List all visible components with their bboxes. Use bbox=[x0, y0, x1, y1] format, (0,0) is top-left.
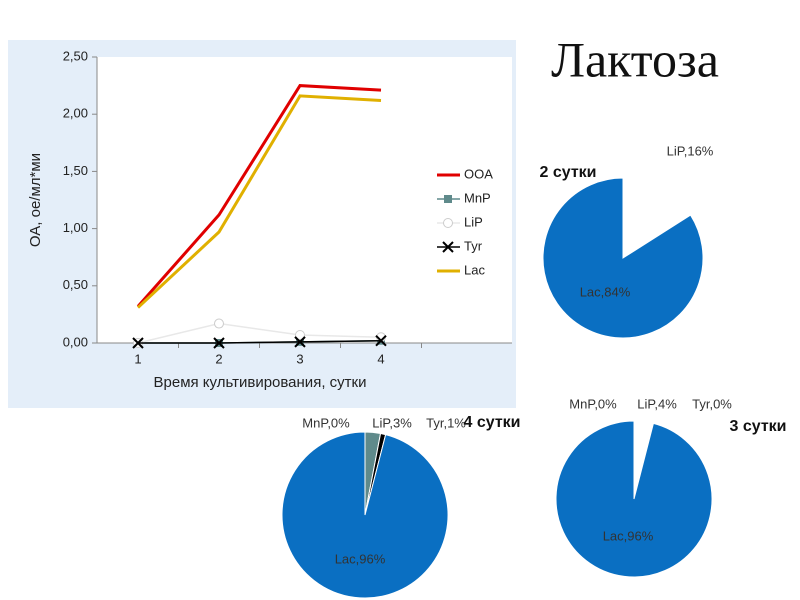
pie-slice bbox=[622, 177, 692, 259]
plot-area bbox=[97, 57, 512, 343]
y-tick-label: 1,00 bbox=[63, 220, 88, 235]
x-tick-label: 1 bbox=[134, 351, 141, 366]
slice-label: LiP,4% bbox=[637, 396, 677, 411]
marker bbox=[214, 318, 224, 329]
slice-label: Tyr,0% bbox=[692, 396, 732, 411]
legend-label: LiP bbox=[464, 214, 483, 229]
marker bbox=[132, 337, 144, 349]
marker bbox=[444, 195, 452, 203]
legend-label: Lac bbox=[464, 262, 485, 277]
pie-slice bbox=[542, 177, 704, 339]
pie-title: 4 сутки bbox=[463, 414, 520, 431]
y-tick-label: 0,00 bbox=[63, 334, 88, 349]
legend-label: OOA bbox=[464, 166, 493, 181]
y-tick-label: 1,50 bbox=[63, 163, 88, 178]
slice-label: Lac,84% bbox=[580, 284, 631, 299]
legend-label: MnP bbox=[464, 190, 491, 205]
pie-slice bbox=[281, 431, 449, 599]
series-line bbox=[136, 94, 382, 309]
marker bbox=[443, 218, 453, 228]
series-line bbox=[136, 84, 382, 308]
slice-label: Lac,96% bbox=[335, 551, 386, 566]
marker bbox=[375, 335, 387, 347]
slide-title: Лактоза bbox=[551, 31, 719, 87]
marker bbox=[294, 336, 306, 348]
y-tick-label: 2,50 bbox=[63, 48, 88, 63]
slice-label: LiP,16% bbox=[667, 143, 714, 158]
x-tick-label: 3 bbox=[296, 351, 303, 366]
slice-label: MnP,0% bbox=[569, 396, 617, 411]
y-tick-label: 0,50 bbox=[63, 277, 88, 292]
x-tick-label: 4 bbox=[377, 351, 384, 366]
slice-label: LiP,3% bbox=[372, 415, 412, 430]
x-tick-label: 2 bbox=[215, 351, 222, 366]
pie-slice bbox=[555, 420, 713, 578]
slice-label: Lac,96% bbox=[603, 528, 654, 543]
series-line bbox=[138, 339, 382, 344]
x-axis-label: Время культивирования, сутки bbox=[154, 374, 367, 391]
pie-title: 3 сутки bbox=[729, 418, 786, 435]
series-line bbox=[137, 322, 382, 344]
y-axis-label: ОА, ое/мл*ми bbox=[27, 153, 44, 247]
slice-label: MnP,0% bbox=[302, 415, 350, 430]
legend-label: Tyr bbox=[464, 238, 483, 253]
marker bbox=[442, 241, 454, 253]
pie-title: 2 сутки bbox=[539, 164, 596, 181]
marker bbox=[295, 329, 305, 340]
slice-label: Tyr,1% bbox=[426, 415, 466, 430]
y-tick-label: 2,00 bbox=[63, 106, 88, 121]
marker bbox=[213, 337, 225, 349]
